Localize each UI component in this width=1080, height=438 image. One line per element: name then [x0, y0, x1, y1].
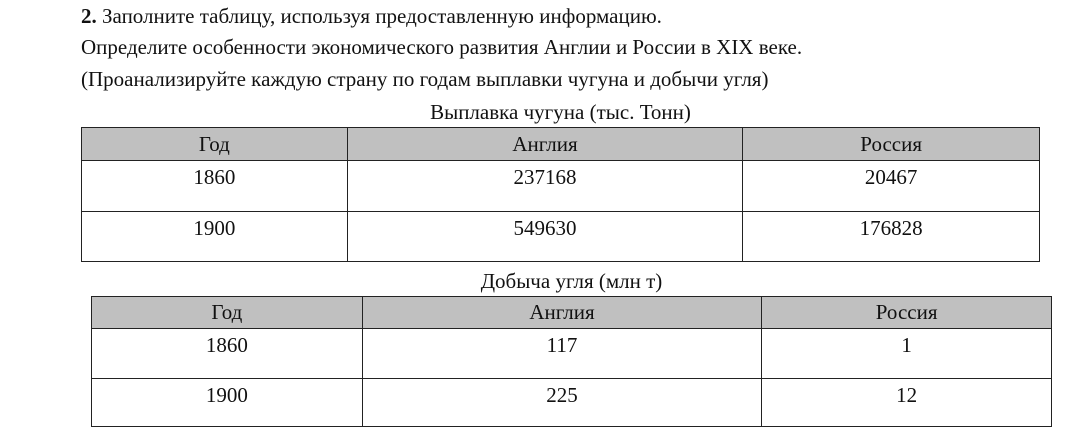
- header-england: Англия: [346, 127, 744, 161]
- cell-england: 225: [361, 378, 763, 427]
- cell-england: 117: [361, 328, 763, 379]
- cell-russia: 176828: [742, 211, 1040, 262]
- header-russia: Россия: [761, 296, 1052, 329]
- cell-russia: 12: [761, 378, 1052, 427]
- table-header-row: Год Англия Россия: [91, 296, 1052, 329]
- cell-year: 1900: [91, 378, 363, 427]
- header-year: Год: [81, 127, 348, 161]
- task-line-3: (Проанализируйте каждую страну по годам …: [81, 67, 769, 91]
- table-header-row: Год Англия Россия: [81, 127, 1040, 161]
- coal-table: Год Англия Россия 1860 117 1 1900 225 12: [91, 296, 1052, 427]
- task-number: 2.: [81, 4, 97, 28]
- header-england: Англия: [361, 296, 763, 329]
- task-instruction: Заполните таблицу, используя предоставле…: [102, 4, 662, 28]
- iron-table: Год Англия Россия 1860 237168 20467 1900…: [81, 127, 1040, 262]
- header-russia: Россия: [742, 127, 1040, 161]
- cell-england: 549630: [346, 211, 744, 262]
- table-row: 1900 225 12: [91, 378, 1052, 427]
- task-line-1: 2. Заполните таблицу, используя предоста…: [81, 4, 662, 28]
- task-line-2: Определите особенности экономического ра…: [81, 35, 803, 59]
- cell-year: 1860: [91, 328, 363, 379]
- cell-russia: 20467: [742, 160, 1040, 212]
- cell-russia: 1: [761, 328, 1052, 379]
- table-row: 1860 237168 20467: [81, 160, 1040, 212]
- cell-england: 237168: [346, 160, 744, 212]
- coal-table-caption: Добыча угля (млн т): [480, 269, 663, 293]
- cell-year: 1900: [81, 211, 348, 262]
- header-year: Год: [91, 296, 363, 329]
- iron-table-caption: Выплавка чугуна (тыс. Тонн): [430, 100, 691, 124]
- table-row: 1860 117 1: [91, 328, 1052, 379]
- cell-year: 1860: [81, 160, 348, 212]
- table-row: 1900 549630 176828: [81, 211, 1040, 262]
